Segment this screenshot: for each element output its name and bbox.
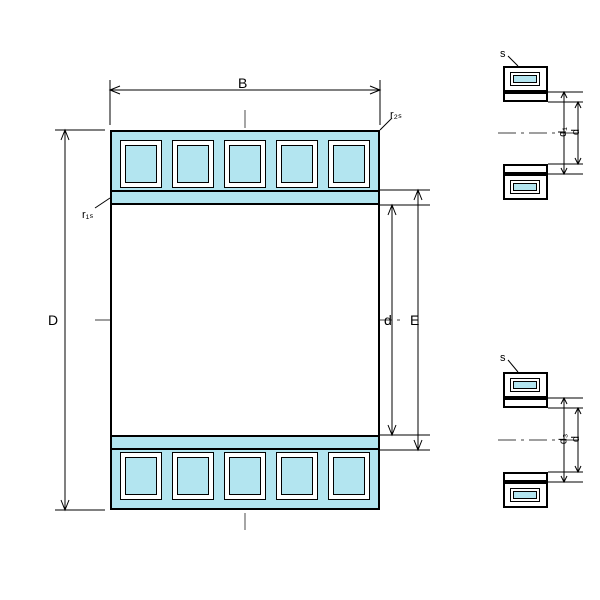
roller-bot-3 [224, 452, 266, 500]
sd2-roller-top [510, 378, 540, 392]
roller-top-5 [328, 140, 370, 188]
label-D: D [48, 312, 58, 328]
sd1-label-s: s [500, 48, 506, 60]
roller-top-4 [276, 140, 318, 188]
small-diagram-1: s d₁ d [448, 48, 588, 218]
bore [110, 205, 380, 435]
inner-ring-top [110, 190, 380, 205]
sd2-label-s: s [500, 352, 506, 364]
roller-top-3 [224, 140, 266, 188]
roller-bot-2 [172, 452, 214, 500]
roller-top-2 [172, 140, 214, 188]
sd1-label-d1: d₁ [557, 127, 569, 137]
sd1-inner-top [503, 92, 548, 102]
sd2-label-d: d [570, 436, 582, 442]
label-B: B [238, 75, 247, 91]
sd2-inner-top [503, 398, 548, 408]
label-d: d [384, 312, 392, 328]
label-r2s: r₂ₛ [390, 108, 402, 121]
sd1-inner-bot [503, 164, 548, 174]
sd1-roller-bot [510, 180, 540, 194]
small-diagram-2: s d₃ d [448, 350, 588, 530]
sd2-inner-bot [503, 472, 548, 482]
sd2-label-d3: d₃ [557, 434, 569, 445]
sd1-label-d: d [570, 129, 582, 135]
roller-bot-4 [276, 452, 318, 500]
main-bearing-diagram: B D d E r₁ₛ r₂ₛ [40, 50, 410, 520]
roller-bot-1 [120, 452, 162, 500]
sd1-roller-top [510, 72, 540, 86]
sd2-roller-bot [510, 488, 540, 502]
roller-bot-5 [328, 452, 370, 500]
label-r1s: r₁ₛ [82, 208, 93, 221]
inner-ring-bot [110, 435, 380, 450]
roller-top-1 [120, 140, 162, 188]
label-E: E [410, 312, 419, 328]
